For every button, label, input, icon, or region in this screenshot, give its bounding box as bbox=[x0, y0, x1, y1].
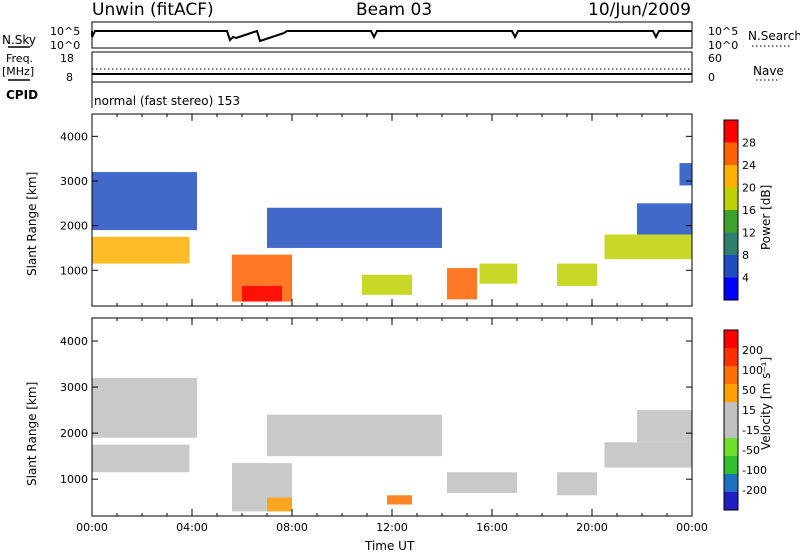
time-tick-label: 12:00 bbox=[376, 521, 408, 534]
freq-tick-bottom: 8 bbox=[66, 71, 73, 84]
nsky-frame bbox=[91, 21, 693, 49]
power-region bbox=[447, 268, 477, 300]
nsearch-tick-bottom: 10^0 bbox=[708, 39, 739, 52]
freq-frame bbox=[91, 51, 693, 83]
time-tick-label: 04:00 bbox=[176, 521, 208, 534]
velocity-colorbar-tick: -15 bbox=[742, 424, 760, 437]
velocity-region bbox=[604, 442, 692, 468]
nsearch-label: N.Search bbox=[748, 29, 800, 43]
power-colorbar-cell bbox=[724, 142, 738, 165]
velocity-colorbar-cell bbox=[724, 420, 738, 438]
velocity-region bbox=[557, 472, 597, 496]
power-colorbar-cell bbox=[724, 277, 738, 300]
power-ytick-label: 2000 bbox=[60, 220, 88, 233]
power-colorbar-cell bbox=[724, 165, 738, 188]
velocity-region bbox=[92, 444, 190, 473]
power-colorbar-cell bbox=[724, 255, 738, 278]
velocity-ytick-label: 4000 bbox=[60, 335, 88, 348]
time-tick-label: 16:00 bbox=[476, 521, 508, 534]
velocity-region bbox=[92, 377, 197, 438]
velocity-colorbar-tick: 50 bbox=[742, 384, 756, 397]
velocity-colorbar-cell bbox=[724, 330, 738, 348]
velocity-ytick-label: 1000 bbox=[60, 473, 88, 486]
nsky-trace bbox=[91, 29, 692, 43]
nave-tick-bottom: 0 bbox=[708, 71, 715, 84]
velocity-colorbar-cell bbox=[724, 402, 738, 420]
power-ytick-label: 3000 bbox=[60, 175, 88, 188]
velocity-colorbar-cell bbox=[724, 384, 738, 402]
cpid-text: normal (fast stereo) 153 bbox=[94, 94, 241, 108]
power-region bbox=[242, 285, 282, 302]
velocity-colorbar-tick: -200 bbox=[742, 484, 767, 497]
nsky-label: N.Sky bbox=[2, 33, 37, 47]
velocity-region bbox=[267, 497, 292, 512]
power-region bbox=[604, 234, 692, 260]
power-region bbox=[479, 263, 517, 284]
velocity-colorbar-cell bbox=[724, 474, 738, 492]
velocity-ytick-label: 2000 bbox=[60, 427, 88, 440]
freq-label: Freq. bbox=[6, 52, 34, 65]
power-colorbar-cell bbox=[724, 232, 738, 255]
time-tick-label: 00:00 bbox=[76, 521, 108, 534]
velocity-colorbar-cell bbox=[724, 366, 738, 384]
power-colorbar-tick: 12 bbox=[742, 227, 756, 240]
beam-title: Beam 03 bbox=[356, 0, 433, 20]
velocity-colorbar-tick: -50 bbox=[742, 444, 760, 457]
velocity-colorbar-cell bbox=[724, 456, 738, 474]
velocity-colorbar-cell bbox=[724, 348, 738, 366]
power-region bbox=[267, 207, 442, 248]
power-colorbar-tick: 16 bbox=[742, 204, 756, 217]
time-tick-label: 08:00 bbox=[276, 521, 308, 534]
nsky-tick-bottom: 10^0 bbox=[50, 39, 81, 52]
power-colorbar-frame bbox=[723, 119, 739, 301]
power-colorbar-cell bbox=[724, 210, 738, 233]
power-colorbar-tick: 28 bbox=[742, 137, 756, 150]
power-region bbox=[92, 236, 190, 264]
nsky-tick-top: 10^5 bbox=[50, 25, 81, 38]
power-colorbar-tick: 20 bbox=[742, 182, 756, 195]
station-title: Unwin (fitACF) bbox=[92, 0, 214, 20]
velocity-region bbox=[637, 410, 692, 443]
power-region bbox=[92, 172, 197, 231]
time-axis-label: Time UT bbox=[365, 539, 415, 553]
velocity-colorbar-tick: 100 bbox=[742, 364, 763, 377]
freq-unit-label: [MHz] bbox=[2, 65, 35, 78]
velocity-colorbar-frame bbox=[723, 329, 739, 511]
velocity-colorbar-tick: 15 bbox=[742, 404, 756, 417]
time-tick-label: 00:00 bbox=[676, 521, 708, 534]
power-colorbar-tick: 8 bbox=[742, 249, 749, 262]
velocity-colorbar-tick: 200 bbox=[742, 344, 763, 357]
nave-tick-top: 60 bbox=[708, 52, 722, 65]
power-ytick-label: 1000 bbox=[60, 264, 88, 277]
cpid-label: CPID bbox=[6, 88, 39, 102]
nsearch-tick-top: 10^5 bbox=[708, 25, 739, 38]
power-colorbar-tick: 4 bbox=[742, 272, 749, 285]
power-ytick-label: 4000 bbox=[60, 130, 88, 143]
velocity-region bbox=[387, 495, 412, 505]
power-colorbar-tick: 24 bbox=[742, 159, 756, 172]
velocity-colorbar-cell bbox=[724, 492, 738, 510]
power-region bbox=[362, 274, 412, 295]
velocity-colorbar-tick: -100 bbox=[742, 464, 767, 477]
power-region bbox=[637, 203, 692, 235]
time-tick-label: 20:00 bbox=[576, 521, 608, 534]
velocity-region bbox=[267, 414, 442, 457]
date-title: 10/Jun/2009 bbox=[588, 0, 691, 20]
power-colorbar-cell bbox=[724, 187, 738, 210]
power-colorbar-cell bbox=[724, 120, 738, 143]
freq-tick-top: 18 bbox=[60, 52, 74, 65]
velocity-colorbar-cell bbox=[724, 438, 738, 456]
power-region bbox=[557, 263, 597, 286]
velocity-region bbox=[447, 472, 517, 493]
nave-label: Nave bbox=[753, 64, 784, 78]
velocity-ytick-label: 3000 bbox=[60, 381, 88, 394]
power-region bbox=[679, 163, 692, 186]
